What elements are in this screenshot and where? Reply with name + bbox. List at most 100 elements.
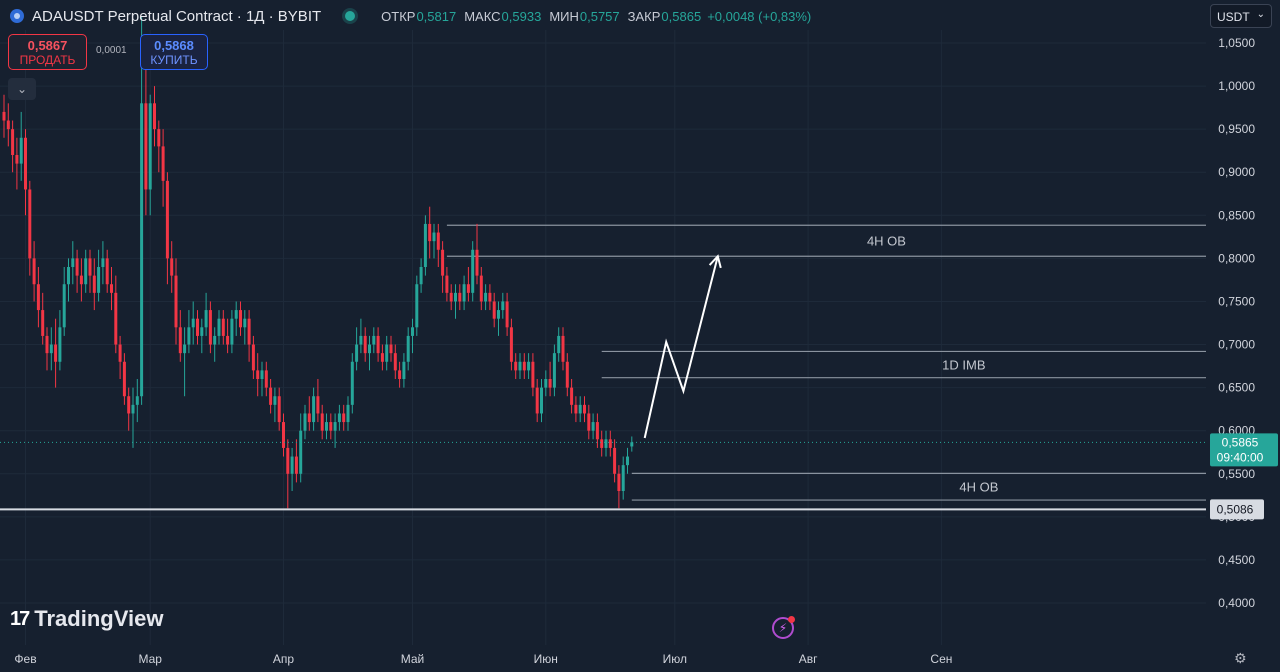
candle-body <box>187 327 191 345</box>
candle-body <box>41 310 45 336</box>
candle-body <box>604 439 608 448</box>
currency-select[interactable]: USDT ⌄ <box>1210 4 1272 28</box>
candle-body <box>583 404 586 414</box>
ohlc-low-value: 0,5757 <box>579 8 620 24</box>
tradingview-logo-text: TradingView <box>34 606 164 631</box>
candle-body <box>135 396 139 405</box>
candle-body <box>62 284 66 328</box>
price-axis-tick-label: 0,9000 <box>1218 165 1255 179</box>
chevron-down-icon: ⌄ <box>16 82 28 96</box>
candle-body <box>531 361 535 388</box>
candle-body <box>239 310 242 328</box>
market-status-icon <box>345 11 356 21</box>
candle-body <box>260 370 264 379</box>
candle-body <box>402 361 406 379</box>
zone-label: 4H OB <box>959 480 998 495</box>
tradingview-logo[interactable]: 17 TradingView <box>10 606 163 632</box>
buy-label: КУПИТЬ <box>150 53 198 67</box>
chevron-down-icon: ⌄ <box>1256 9 1265 20</box>
candle-body <box>247 318 251 345</box>
projection-arrowhead <box>708 254 722 269</box>
candle-body <box>256 370 260 379</box>
price-axis-background <box>1206 0 1280 672</box>
candle-body <box>213 335 217 345</box>
candle-body <box>170 258 174 276</box>
candle-body <box>114 292 118 345</box>
candle-body <box>122 361 126 397</box>
symbol-title[interactable]: ADAUSDT Perpetual Contract · 1Д · BYBIT <box>32 7 322 25</box>
candle-body <box>277 396 281 423</box>
currency-value: USDT <box>1217 10 1250 24</box>
candle-body <box>307 413 311 423</box>
candle-body <box>24 137 27 190</box>
candle-body <box>613 447 617 474</box>
candle-body <box>428 223 432 242</box>
candle-body <box>380 353 384 362</box>
candle-body <box>148 103 152 190</box>
price-axis-tick-label: 0,6500 <box>1218 381 1255 395</box>
candle-body <box>273 396 277 405</box>
candle-body <box>183 344 187 354</box>
candle-body <box>471 249 475 293</box>
candle-body <box>359 335 363 345</box>
candle-body <box>15 155 19 164</box>
sell-button[interactable]: 0,5867 ПРОДАТЬ <box>8 34 87 70</box>
candle-body <box>376 335 380 354</box>
candle-body <box>626 456 629 466</box>
candle-body <box>286 447 290 474</box>
candle-body <box>161 146 165 181</box>
candle-body <box>75 258 79 276</box>
candle-body <box>196 318 199 336</box>
candle-body <box>303 413 307 431</box>
candle-body <box>497 310 500 319</box>
buy-button[interactable]: 0,5868 КУПИТЬ <box>140 34 208 70</box>
candle-body <box>415 284 419 328</box>
candle-body <box>522 361 526 371</box>
price-axis-tick-label: 0,7000 <box>1218 338 1255 352</box>
candle-body <box>19 137 23 164</box>
zone-label: 1D IMB <box>942 358 985 373</box>
lightning-icon[interactable]: ⚡ <box>772 616 795 639</box>
candle-body <box>299 430 303 474</box>
candle-body <box>372 335 376 345</box>
price-axis-tick-label: 1,0500 <box>1218 36 1255 50</box>
ohlc-close-value: 0,5865 <box>661 8 702 24</box>
candle-body <box>406 335 410 362</box>
gear-icon[interactable]: ⚙ <box>1234 650 1247 666</box>
last-price-tag <box>1210 433 1278 467</box>
ohlc-change: +0,0048 (+0,83%) <box>707 8 812 24</box>
candle-body <box>617 473 621 491</box>
candle-body <box>458 292 462 302</box>
candle-body <box>320 413 324 431</box>
candle-body <box>548 379 552 388</box>
candle-body <box>191 318 195 328</box>
price-axis-tick-label: 0,8500 <box>1218 208 1255 222</box>
collapse-legend-button[interactable]: ⌄ <box>8 78 36 100</box>
spread-value: 0,0001 <box>96 45 127 56</box>
candle-body <box>221 318 225 336</box>
candle-body <box>174 275 178 328</box>
candle-body <box>282 422 285 448</box>
time-axis-tick-label: Июл <box>663 652 687 666</box>
candle-body <box>393 353 397 371</box>
candle-body <box>591 422 595 431</box>
candle-body <box>466 284 470 293</box>
candle-body <box>32 258 36 285</box>
candle-body <box>127 396 131 414</box>
projection-path <box>643 255 719 439</box>
ohlc-close-label: ЗАКР <box>627 8 661 24</box>
candle-body <box>97 267 101 293</box>
candle-body <box>346 404 350 423</box>
candle-body <box>630 442 634 447</box>
candle-body <box>484 292 488 302</box>
candle-body <box>492 301 496 319</box>
candle-body <box>157 129 161 147</box>
candle-body <box>54 344 58 362</box>
candle-body <box>144 103 148 190</box>
candle-body <box>140 103 144 397</box>
price-axis-tick-label: 0,4500 <box>1218 553 1255 567</box>
last-price-tag-timer: 09:40:00 <box>1217 450 1264 464</box>
candle-body <box>561 335 565 362</box>
candle-body <box>333 422 337 431</box>
